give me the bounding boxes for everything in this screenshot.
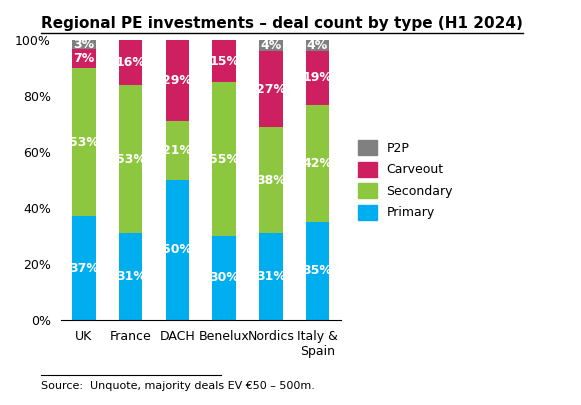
- Text: 42%: 42%: [303, 157, 332, 170]
- Legend: P2P, Carveout, Secondary, Primary: P2P, Carveout, Secondary, Primary: [353, 135, 458, 225]
- Text: 16%: 16%: [116, 56, 146, 69]
- Text: Source:  Unquote, majority deals EV €50 – 500m.: Source: Unquote, majority deals EV €50 –…: [41, 381, 314, 391]
- Bar: [306, 51, 329, 104]
- Text: 19%: 19%: [303, 72, 332, 85]
- Bar: [166, 40, 189, 121]
- Text: 15%: 15%: [209, 55, 239, 68]
- Bar: [166, 122, 189, 180]
- Bar: [72, 216, 96, 320]
- Text: 4%: 4%: [260, 39, 281, 52]
- Text: 31%: 31%: [256, 270, 286, 283]
- Text: 31%: 31%: [116, 270, 146, 283]
- Bar: [213, 40, 236, 82]
- Text: 38%: 38%: [256, 174, 286, 187]
- Text: 21%: 21%: [163, 144, 192, 157]
- Bar: [72, 49, 96, 68]
- Bar: [213, 236, 236, 320]
- Bar: [306, 222, 329, 320]
- Bar: [119, 85, 142, 233]
- Bar: [72, 40, 96, 49]
- Bar: [259, 40, 282, 51]
- Text: 30%: 30%: [209, 271, 239, 284]
- Text: 29%: 29%: [163, 74, 192, 87]
- Text: 53%: 53%: [69, 136, 99, 149]
- Text: 50%: 50%: [163, 243, 192, 256]
- Text: 3%: 3%: [73, 38, 95, 51]
- Text: 37%: 37%: [69, 262, 99, 275]
- Bar: [306, 40, 329, 51]
- Bar: [259, 127, 282, 233]
- Text: 7%: 7%: [73, 52, 95, 65]
- Bar: [166, 180, 189, 320]
- Text: 4%: 4%: [307, 39, 328, 52]
- Bar: [259, 51, 282, 127]
- Bar: [306, 104, 329, 222]
- Text: 53%: 53%: [116, 153, 146, 166]
- Text: 27%: 27%: [256, 83, 286, 96]
- Text: 55%: 55%: [209, 153, 239, 166]
- Bar: [119, 233, 142, 320]
- Bar: [259, 233, 282, 320]
- Bar: [72, 68, 96, 216]
- Text: Regional PE investments – deal count by type (H1 2024): Regional PE investments – deal count by …: [41, 16, 522, 31]
- Text: 35%: 35%: [303, 264, 332, 277]
- Bar: [119, 40, 142, 85]
- Bar: [213, 82, 236, 236]
